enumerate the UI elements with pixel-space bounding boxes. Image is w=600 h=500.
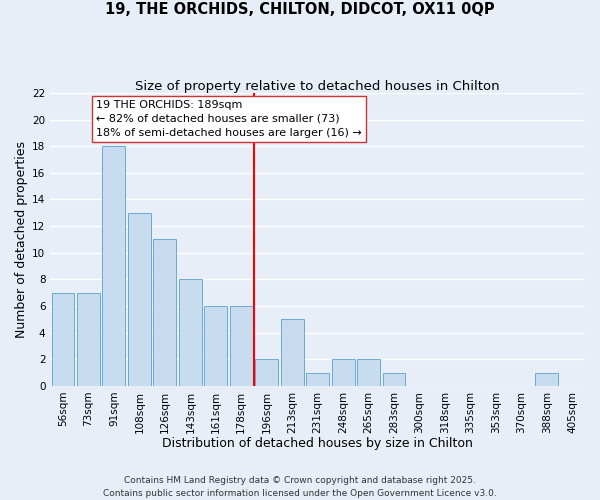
Bar (52, 292, 74, 386)
Bar (230, 306, 253, 386)
Bar (205, 306, 227, 386)
Bar (154, 240, 176, 386)
Text: Contains HM Land Registry data © Crown copyright and database right 2025.
Contai: Contains HM Land Registry data © Crown c… (103, 476, 497, 498)
Text: 19, THE ORCHIDS, CHILTON, DIDCOT, OX11 0QP: 19, THE ORCHIDS, CHILTON, DIDCOT, OX11 0… (105, 2, 495, 18)
Title: Size of property relative to detached houses in Chilton: Size of property relative to detached ho… (136, 80, 500, 93)
X-axis label: Distribution of detached houses by size in Chilton: Distribution of detached houses by size … (162, 437, 473, 450)
Text: 19 THE ORCHIDS: 189sqm
← 82% of detached houses are smaller (73)
18% of semi-det: 19 THE ORCHIDS: 189sqm ← 82% of detached… (96, 100, 362, 138)
Bar (179, 280, 202, 386)
Bar (306, 372, 329, 386)
Bar (103, 146, 125, 386)
Bar (332, 359, 355, 386)
Bar (535, 372, 558, 386)
Bar (281, 320, 304, 386)
Bar (128, 213, 151, 386)
Bar (77, 292, 100, 386)
Bar (255, 359, 278, 386)
Y-axis label: Number of detached properties: Number of detached properties (15, 141, 28, 338)
Bar (383, 372, 406, 386)
Bar (357, 359, 380, 386)
